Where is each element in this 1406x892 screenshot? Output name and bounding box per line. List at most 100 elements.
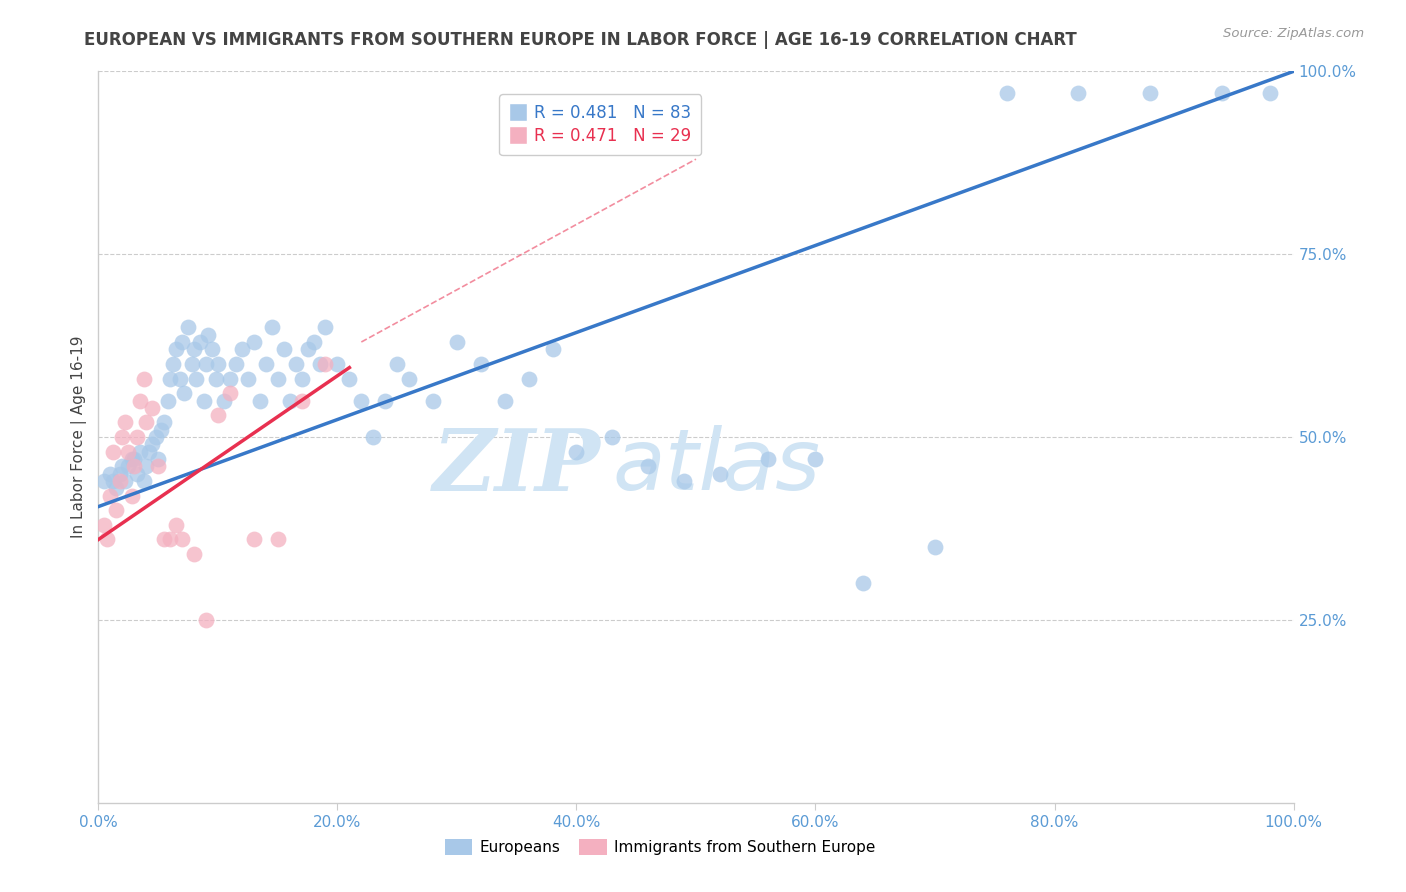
Point xyxy=(231,343,253,357)
Point xyxy=(249,393,271,408)
Point xyxy=(374,393,396,408)
Point xyxy=(207,408,229,422)
Point xyxy=(291,371,314,385)
Point xyxy=(236,371,259,385)
Point xyxy=(494,393,516,408)
Point xyxy=(132,474,155,488)
Text: EUROPEAN VS IMMIGRANTS FROM SOUTHERN EUROPE IN LABOR FORCE | AGE 16-19 CORRELATI: EUROPEAN VS IMMIGRANTS FROM SOUTHERN EUR… xyxy=(84,31,1077,49)
Point xyxy=(98,489,122,503)
Point xyxy=(709,467,731,481)
Point xyxy=(162,357,184,371)
Point xyxy=(98,467,122,481)
Point xyxy=(225,357,247,371)
Point xyxy=(132,371,155,385)
Point xyxy=(385,357,409,371)
Point xyxy=(565,444,588,458)
Point xyxy=(141,437,163,451)
Point xyxy=(169,371,191,385)
Point xyxy=(326,357,349,371)
Point xyxy=(180,357,202,371)
Point xyxy=(172,334,194,349)
Point xyxy=(195,613,218,627)
Point xyxy=(111,430,134,444)
Text: Source: ZipAtlas.com: Source: ZipAtlas.com xyxy=(1223,27,1364,40)
Point xyxy=(153,416,176,430)
Point xyxy=(186,371,208,385)
Point xyxy=(204,371,226,385)
Point xyxy=(446,334,468,349)
Point xyxy=(315,357,337,371)
Point xyxy=(363,430,385,444)
Legend: Europeans, Immigrants from Southern Europe: Europeans, Immigrants from Southern Euro… xyxy=(439,833,882,861)
Point xyxy=(141,401,163,415)
Point xyxy=(291,393,314,408)
Point xyxy=(124,459,146,474)
Point xyxy=(315,320,337,334)
Point xyxy=(135,459,157,474)
Point xyxy=(219,386,242,401)
Point xyxy=(101,474,124,488)
Point xyxy=(125,467,148,481)
Point xyxy=(339,371,361,385)
Point xyxy=(108,467,131,481)
Point xyxy=(153,533,176,547)
Point xyxy=(165,517,187,532)
Point xyxy=(207,357,229,371)
Point xyxy=(129,444,152,458)
Point xyxy=(159,371,181,385)
Point xyxy=(188,334,211,349)
Point xyxy=(121,489,143,503)
Point xyxy=(302,334,325,349)
Point xyxy=(129,393,152,408)
Point xyxy=(183,343,205,357)
Point xyxy=(602,430,624,444)
Point xyxy=(1067,87,1090,101)
Point xyxy=(273,343,295,357)
Point xyxy=(804,452,827,467)
Point xyxy=(101,444,124,458)
Point xyxy=(995,87,1018,101)
Point xyxy=(148,459,170,474)
Point xyxy=(422,393,444,408)
Point xyxy=(267,533,290,547)
Point xyxy=(924,540,946,554)
Text: atlas: atlas xyxy=(613,425,820,508)
Point xyxy=(852,576,875,591)
Point xyxy=(260,320,283,334)
Point xyxy=(93,474,115,488)
Point xyxy=(219,371,242,385)
Point xyxy=(1258,87,1281,101)
Point xyxy=(111,459,134,474)
Point xyxy=(121,452,143,467)
Point xyxy=(177,320,200,334)
Point xyxy=(105,503,128,517)
Point xyxy=(195,357,218,371)
Point xyxy=(159,533,181,547)
Point xyxy=(254,357,277,371)
Point xyxy=(243,334,266,349)
Point xyxy=(297,343,319,357)
Point xyxy=(278,393,301,408)
Point xyxy=(1139,87,1161,101)
Point xyxy=(149,423,172,437)
Point xyxy=(212,393,235,408)
Point xyxy=(114,416,136,430)
Point xyxy=(105,481,128,495)
Point xyxy=(148,452,170,467)
Point xyxy=(135,416,157,430)
Point xyxy=(201,343,224,357)
Point xyxy=(1211,87,1233,101)
Text: ZIP: ZIP xyxy=(433,425,600,508)
Point xyxy=(308,357,330,371)
Point xyxy=(267,371,290,385)
Point xyxy=(197,327,219,342)
Point xyxy=(108,474,131,488)
Point xyxy=(117,444,139,458)
Point xyxy=(117,459,139,474)
Point xyxy=(172,533,194,547)
Point xyxy=(673,474,696,488)
Point xyxy=(756,452,779,467)
Point xyxy=(193,393,215,408)
Point xyxy=(125,430,148,444)
Point xyxy=(96,533,118,547)
